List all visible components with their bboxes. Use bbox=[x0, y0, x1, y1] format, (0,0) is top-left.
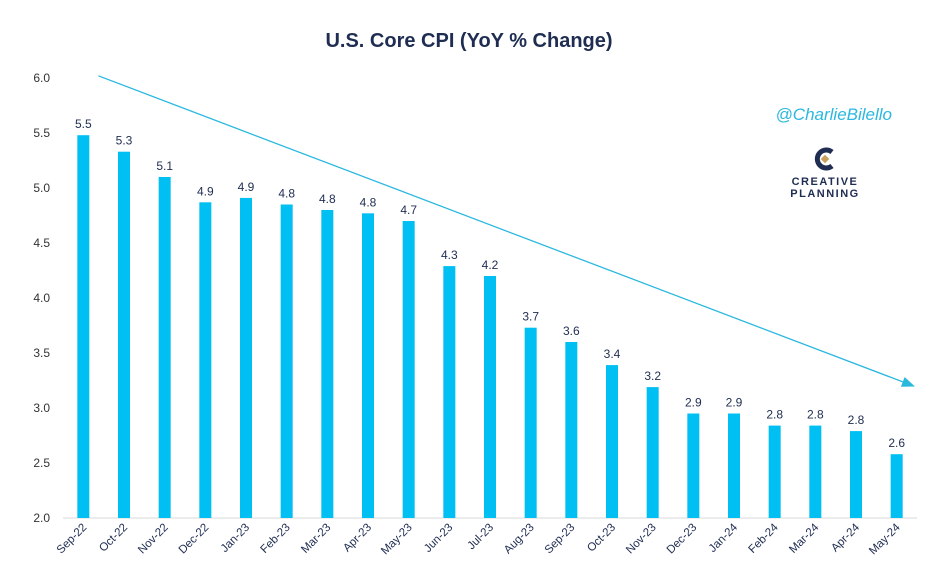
y-tick-label: 2.0 bbox=[33, 511, 50, 525]
logo-text-line2: PLANNING bbox=[790, 188, 860, 200]
creative-planning-logo: CREATIVE PLANNING bbox=[775, 147, 875, 200]
bar bbox=[402, 221, 415, 518]
bar bbox=[321, 210, 334, 518]
y-tick-label: 5.0 bbox=[33, 181, 50, 195]
bar bbox=[565, 342, 578, 518]
creative-planning-c-icon bbox=[814, 147, 834, 171]
y-tick-label: 3.0 bbox=[33, 401, 50, 415]
x-tick-label: Feb-23 bbox=[259, 522, 293, 556]
data-label: 2.6 bbox=[888, 436, 905, 450]
data-label: 2.8 bbox=[807, 408, 824, 422]
bar bbox=[443, 266, 456, 518]
data-label: 2.9 bbox=[685, 396, 702, 410]
data-label: 4.9 bbox=[238, 180, 255, 194]
y-tick-label: 3.5 bbox=[33, 346, 50, 360]
data-label: 4.8 bbox=[360, 195, 377, 209]
x-tick-label: Nov-22 bbox=[136, 522, 171, 557]
data-label: 4.8 bbox=[319, 192, 336, 206]
bar bbox=[728, 413, 740, 518]
y-tick-label: 4.0 bbox=[33, 291, 50, 305]
chart-title: U.S. Core CPI (YoY % Change) bbox=[325, 30, 613, 52]
x-tick-label: Dec-22 bbox=[177, 522, 212, 557]
x-tick-label: Oct-22 bbox=[97, 522, 130, 555]
x-tick-label: Mar-24 bbox=[787, 521, 822, 556]
bar bbox=[524, 327, 537, 518]
bar bbox=[280, 204, 293, 518]
x-tick-label: May-24 bbox=[867, 521, 903, 557]
data-label: 3.6 bbox=[563, 324, 580, 338]
data-label: 2.8 bbox=[766, 408, 783, 422]
y-tick-label: 6.0 bbox=[33, 71, 50, 85]
trend-arrow bbox=[98, 75, 915, 387]
data-label: 5.3 bbox=[116, 134, 133, 148]
data-label: 4.8 bbox=[278, 187, 295, 201]
bar bbox=[484, 276, 496, 518]
x-tick-label: Apr-23 bbox=[341, 522, 374, 555]
x-tick-label: Oct-23 bbox=[585, 522, 618, 555]
bar bbox=[118, 151, 130, 518]
bar bbox=[362, 213, 374, 519]
y-tick-label: 2.5 bbox=[33, 456, 50, 470]
bar bbox=[687, 413, 700, 518]
logo-text-line1: CREATIVE bbox=[791, 176, 859, 188]
x-tick-label: Aug-23 bbox=[502, 522, 537, 557]
bar bbox=[768, 425, 781, 518]
x-tick-label: Jun-23 bbox=[422, 522, 455, 555]
data-label: 4.3 bbox=[441, 248, 458, 262]
bar bbox=[158, 177, 171, 518]
x-tick-label: Mar-23 bbox=[299, 522, 333, 556]
x-tick-label: Jan-24 bbox=[707, 521, 741, 555]
bar bbox=[809, 425, 822, 518]
y-tick-label: 4.5 bbox=[33, 236, 50, 250]
x-tick-label: Nov-23 bbox=[624, 522, 659, 557]
bar bbox=[890, 454, 903, 518]
bar bbox=[850, 431, 862, 518]
data-label: 4.2 bbox=[482, 258, 499, 272]
x-tick-label: Jul-23 bbox=[465, 522, 496, 553]
x-tick-label: Apr-24 bbox=[829, 521, 862, 554]
bar bbox=[646, 387, 659, 518]
bar bbox=[240, 197, 252, 518]
data-label: 4.7 bbox=[400, 203, 417, 217]
data-label: 5.1 bbox=[156, 159, 173, 173]
data-label: 3.7 bbox=[522, 310, 539, 324]
x-tick-label: Feb-24 bbox=[747, 521, 782, 556]
data-label: 3.2 bbox=[644, 369, 661, 383]
x-tick-label: Dec-23 bbox=[665, 522, 700, 557]
bar bbox=[77, 135, 90, 518]
data-label: 2.9 bbox=[726, 396, 743, 410]
bar bbox=[606, 365, 618, 518]
data-label: 4.9 bbox=[197, 184, 214, 198]
data-label: 5.5 bbox=[75, 117, 92, 131]
author-handle: @CharlieBilello bbox=[775, 105, 892, 124]
data-label: 3.4 bbox=[604, 347, 621, 361]
y-tick-label: 5.5 bbox=[33, 126, 50, 140]
x-tick-label: Jan-23 bbox=[219, 522, 252, 555]
x-tick-label: May-23 bbox=[379, 522, 415, 558]
bar bbox=[199, 202, 212, 519]
x-tick-label: Sep-22 bbox=[55, 522, 90, 557]
x-tick-label: Sep-23 bbox=[543, 522, 578, 557]
data-label: 2.8 bbox=[848, 413, 865, 427]
